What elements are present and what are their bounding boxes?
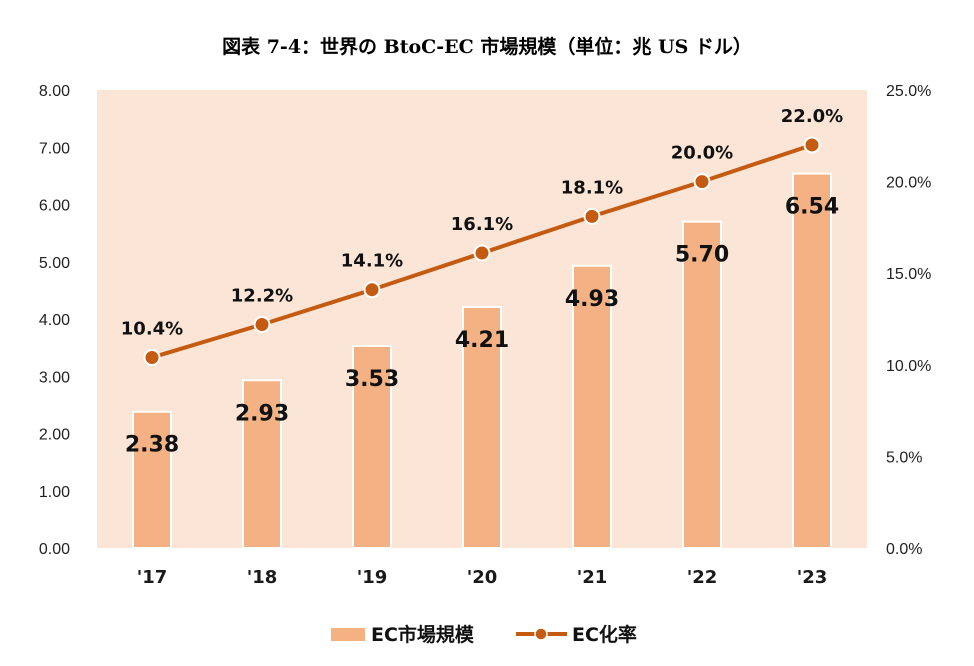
legend: EC市場規模 EC化率: [331, 623, 637, 646]
x-tick-label: '20: [467, 567, 498, 588]
bar-value-label: 5.70: [675, 243, 729, 268]
bar-value-label: 2.93: [235, 401, 289, 426]
rate-marker-0: [143, 348, 161, 366]
bar-6: [792, 172, 832, 550]
rate-value-label: 10.4%: [121, 318, 183, 339]
bar-3: [462, 305, 502, 550]
bar-value-labels: 2.38 2.93 3.53 4.21 4.93 5.70 6.54: [125, 195, 839, 458]
x-axis: '17 '18 '19 '20 '21 '22 '23: [137, 567, 828, 588]
x-tick-label: '23: [797, 567, 828, 588]
rate-value-labels: 10.4% 12.2% 14.1% 16.1% 18.1% 20.0% 22.0%: [121, 106, 843, 340]
left-tick-label: 0.00: [39, 541, 70, 558]
left-tick-label: 6.00: [39, 198, 70, 215]
bar-value-label: 4.21: [455, 328, 509, 353]
rate-marker-1: [253, 315, 271, 333]
rate-line-series: [143, 136, 821, 366]
left-tick-label: 2.00: [39, 427, 70, 444]
rate-value-label: 22.0%: [781, 106, 843, 127]
bar-value-label: 6.54: [785, 195, 839, 220]
rate-value-label: 20.0%: [671, 143, 733, 164]
bar-4: [572, 264, 612, 549]
rate-value-label: 16.1%: [451, 214, 513, 235]
bar-5: [682, 220, 722, 550]
x-tick-label: '19: [357, 567, 388, 588]
right-tick-label: 25.0%: [886, 83, 931, 100]
rate-marker-2: [363, 281, 381, 299]
left-tick-label: 5.00: [39, 255, 70, 272]
bar-1: [242, 379, 282, 549]
x-tick-label: '22: [687, 567, 718, 588]
right-tick-label: 20.0%: [886, 175, 931, 192]
bar-value-label: 3.53: [345, 367, 399, 392]
right-tick-label: 15.0%: [886, 266, 931, 283]
left-tick-label: 3.00: [39, 369, 70, 386]
rate-marker-3: [473, 244, 491, 262]
left-tick-label: 8.00: [39, 83, 70, 100]
bar-value-label: 4.93: [565, 287, 619, 312]
legend-line-label: EC化率: [572, 623, 637, 646]
right-axis: 0.0% 5.0% 10.0% 15.0% 20.0% 25.0%: [886, 83, 931, 558]
bar-0: [132, 410, 172, 549]
right-tick-label: 0.0%: [886, 541, 922, 558]
left-axis: 0.00 1.00 2.00 3.00 4.00 5.00 6.00 7.00 8.00: [39, 83, 70, 558]
legend-line-marker: [534, 627, 548, 641]
rate-value-label: 14.1%: [341, 251, 403, 272]
right-tick-label: 10.0%: [886, 358, 931, 375]
x-tick-label: '17: [137, 567, 168, 588]
rate-value-label: 18.1%: [561, 177, 623, 198]
legend-bar-label: EC市場規模: [371, 623, 475, 646]
x-tick-label: '21: [577, 567, 608, 588]
bar-2: [352, 344, 392, 549]
rate-value-label: 12.2%: [231, 285, 293, 306]
right-tick-label: 5.0%: [886, 449, 922, 466]
bar-series: [132, 172, 832, 550]
rate-marker-5: [693, 173, 711, 191]
chart-title: 図表 7-4：世界の BtoC-EC 市場規模（単位：兆 US ドル）: [222, 36, 752, 58]
left-tick-label: 1.00: [39, 484, 70, 501]
x-tick-label: '18: [247, 567, 278, 588]
left-tick-label: 7.00: [39, 140, 70, 157]
bar-value-label: 2.38: [125, 433, 179, 458]
rate-marker-6: [803, 136, 821, 154]
rate-marker-4: [583, 207, 601, 225]
legend-bar-swatch: [331, 628, 365, 641]
left-tick-label: 4.00: [39, 312, 70, 329]
